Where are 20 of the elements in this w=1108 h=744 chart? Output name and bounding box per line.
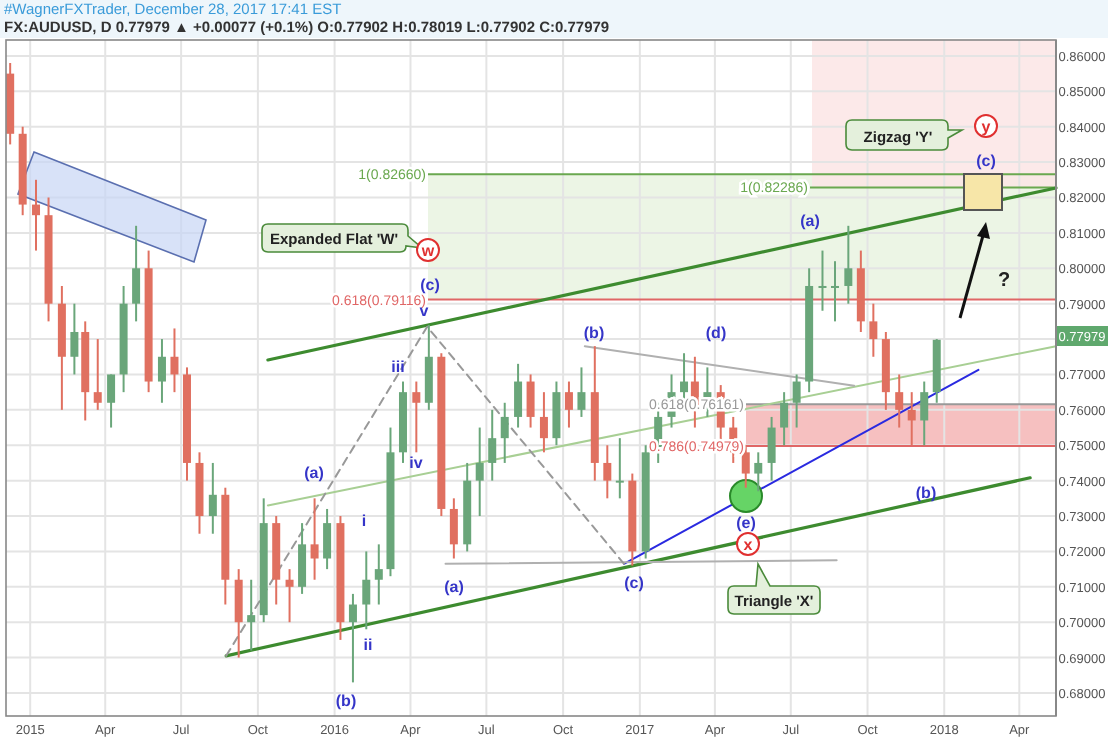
annotation: (a) — [304, 464, 325, 482]
annotation: w — [419, 242, 436, 260]
annotation: ii — [363, 636, 373, 654]
annotation: (b) — [915, 484, 937, 502]
annotation: (b) — [583, 324, 605, 342]
annotation: (d) — [705, 324, 727, 342]
annotation: ? — [997, 270, 1011, 292]
annotation: (c) — [976, 152, 997, 170]
annotation: (e) — [736, 514, 757, 532]
annotation: (a) — [800, 212, 821, 230]
annotation: y — [981, 118, 992, 136]
annotation: (c) — [420, 276, 441, 294]
annotation: i — [361, 512, 367, 530]
annotation: v — [419, 302, 430, 320]
annotation: (a) — [444, 578, 465, 596]
annotation: x — [743, 536, 754, 554]
annotation: (c) — [624, 574, 645, 592]
annotation: iii — [391, 358, 405, 376]
annotation: (b) — [335, 692, 357, 710]
annotation: iv — [409, 454, 424, 472]
